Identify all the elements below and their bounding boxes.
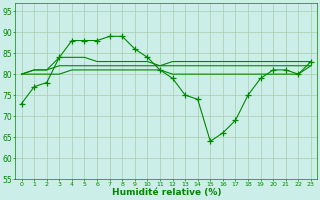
X-axis label: Humidité relative (%): Humidité relative (%) [111, 188, 221, 197]
